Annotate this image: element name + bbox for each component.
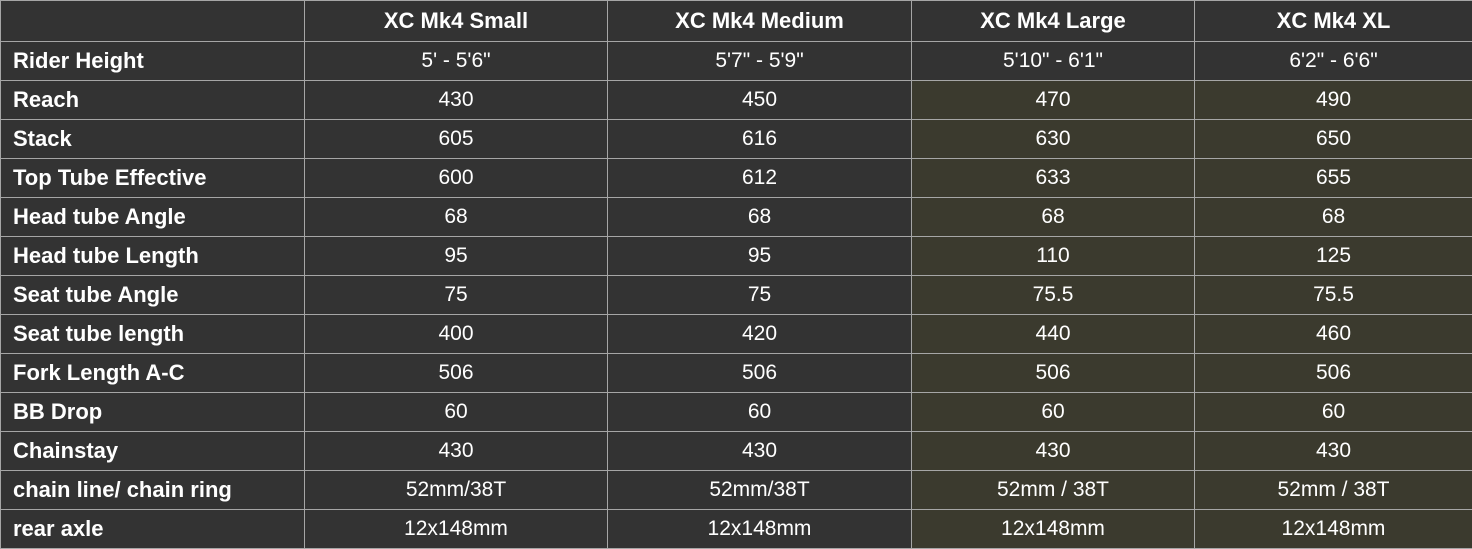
cell-large: 506 [912, 354, 1195, 393]
cell-medium: 60 [608, 393, 912, 432]
table-row: BB Drop 60 60 60 60 [1, 393, 1472, 432]
cell-medium: 52mm/38T [608, 471, 912, 510]
cell-large: 75.5 [912, 276, 1195, 315]
cell-xl: 506 [1195, 354, 1472, 393]
table-body: Rider Height 5' - 5'6" 5'7" - 5'9" 5'10"… [1, 42, 1472, 549]
column-header-large: XC Mk4 Large [912, 1, 1195, 42]
cell-medium: 95 [608, 237, 912, 276]
cell-large: 110 [912, 237, 1195, 276]
row-label: Fork Length A-C [1, 354, 305, 393]
table-row: Seat tube Angle 75 75 75.5 75.5 [1, 276, 1472, 315]
table-row: Head tube Angle 68 68 68 68 [1, 198, 1472, 237]
cell-large: 440 [912, 315, 1195, 354]
column-header-small: XC Mk4 Small [305, 1, 608, 42]
cell-small: 60 [305, 393, 608, 432]
header-corner-cell [1, 1, 305, 42]
cell-large: 5'10" - 6'1" [912, 42, 1195, 81]
cell-small: 430 [305, 81, 608, 120]
cell-medium: 420 [608, 315, 912, 354]
cell-medium: 75 [608, 276, 912, 315]
cell-large: 430 [912, 432, 1195, 471]
cell-xl: 75.5 [1195, 276, 1472, 315]
cell-xl: 125 [1195, 237, 1472, 276]
row-label: Seat tube length [1, 315, 305, 354]
cell-xl: 60 [1195, 393, 1472, 432]
cell-medium: 506 [608, 354, 912, 393]
table-row: Chainstay 430 430 430 430 [1, 432, 1472, 471]
cell-medium: 450 [608, 81, 912, 120]
row-label: Head tube Angle [1, 198, 305, 237]
cell-xl: 490 [1195, 81, 1472, 120]
cell-medium: 616 [608, 120, 912, 159]
row-label: Stack [1, 120, 305, 159]
row-label: Top Tube Effective [1, 159, 305, 198]
row-label: Chainstay [1, 432, 305, 471]
cell-large: 60 [912, 393, 1195, 432]
row-label: Reach [1, 81, 305, 120]
table-row: Fork Length A-C 506 506 506 506 [1, 354, 1472, 393]
table-row: Top Tube Effective 600 612 633 655 [1, 159, 1472, 198]
cell-small: 75 [305, 276, 608, 315]
cell-small: 52mm/38T [305, 471, 608, 510]
table-row: chain line/ chain ring 52mm/38T 52mm/38T… [1, 471, 1472, 510]
cell-small: 68 [305, 198, 608, 237]
cell-xl: 650 [1195, 120, 1472, 159]
row-label: Rider Height [1, 42, 305, 81]
cell-small: 5' - 5'6" [305, 42, 608, 81]
cell-xl: 6'2" - 6'6" [1195, 42, 1472, 81]
table-row: Stack 605 616 630 650 [1, 120, 1472, 159]
cell-small: 400 [305, 315, 608, 354]
cell-small: 600 [305, 159, 608, 198]
cell-small: 506 [305, 354, 608, 393]
table-row: Head tube Length 95 95 110 125 [1, 237, 1472, 276]
table-row: Seat tube length 400 420 440 460 [1, 315, 1472, 354]
cell-medium: 612 [608, 159, 912, 198]
cell-xl: 460 [1195, 315, 1472, 354]
cell-large: 68 [912, 198, 1195, 237]
row-label: chain line/ chain ring [1, 471, 305, 510]
cell-small: 605 [305, 120, 608, 159]
table-row: Reach 430 450 470 490 [1, 81, 1472, 120]
cell-medium: 68 [608, 198, 912, 237]
row-label: Head tube Length [1, 237, 305, 276]
cell-xl: 52mm / 38T [1195, 471, 1472, 510]
cell-xl: 68 [1195, 198, 1472, 237]
table-row: Rider Height 5' - 5'6" 5'7" - 5'9" 5'10"… [1, 42, 1472, 81]
cell-large: 630 [912, 120, 1195, 159]
cell-large: 52mm / 38T [912, 471, 1195, 510]
cell-medium: 430 [608, 432, 912, 471]
cell-medium: 5'7" - 5'9" [608, 42, 912, 81]
row-label: BB Drop [1, 393, 305, 432]
cell-xl: 430 [1195, 432, 1472, 471]
cell-large: 470 [912, 81, 1195, 120]
cell-small: 430 [305, 432, 608, 471]
cell-small: 95 [305, 237, 608, 276]
header-row: XC Mk4 Small XC Mk4 Medium XC Mk4 Large … [1, 1, 1472, 42]
column-header-medium: XC Mk4 Medium [608, 1, 912, 42]
cell-large: 633 [912, 159, 1195, 198]
cell-xl: 655 [1195, 159, 1472, 198]
column-header-xl: XC Mk4 XL [1195, 1, 1472, 42]
row-label: Seat tube Angle [1, 276, 305, 315]
